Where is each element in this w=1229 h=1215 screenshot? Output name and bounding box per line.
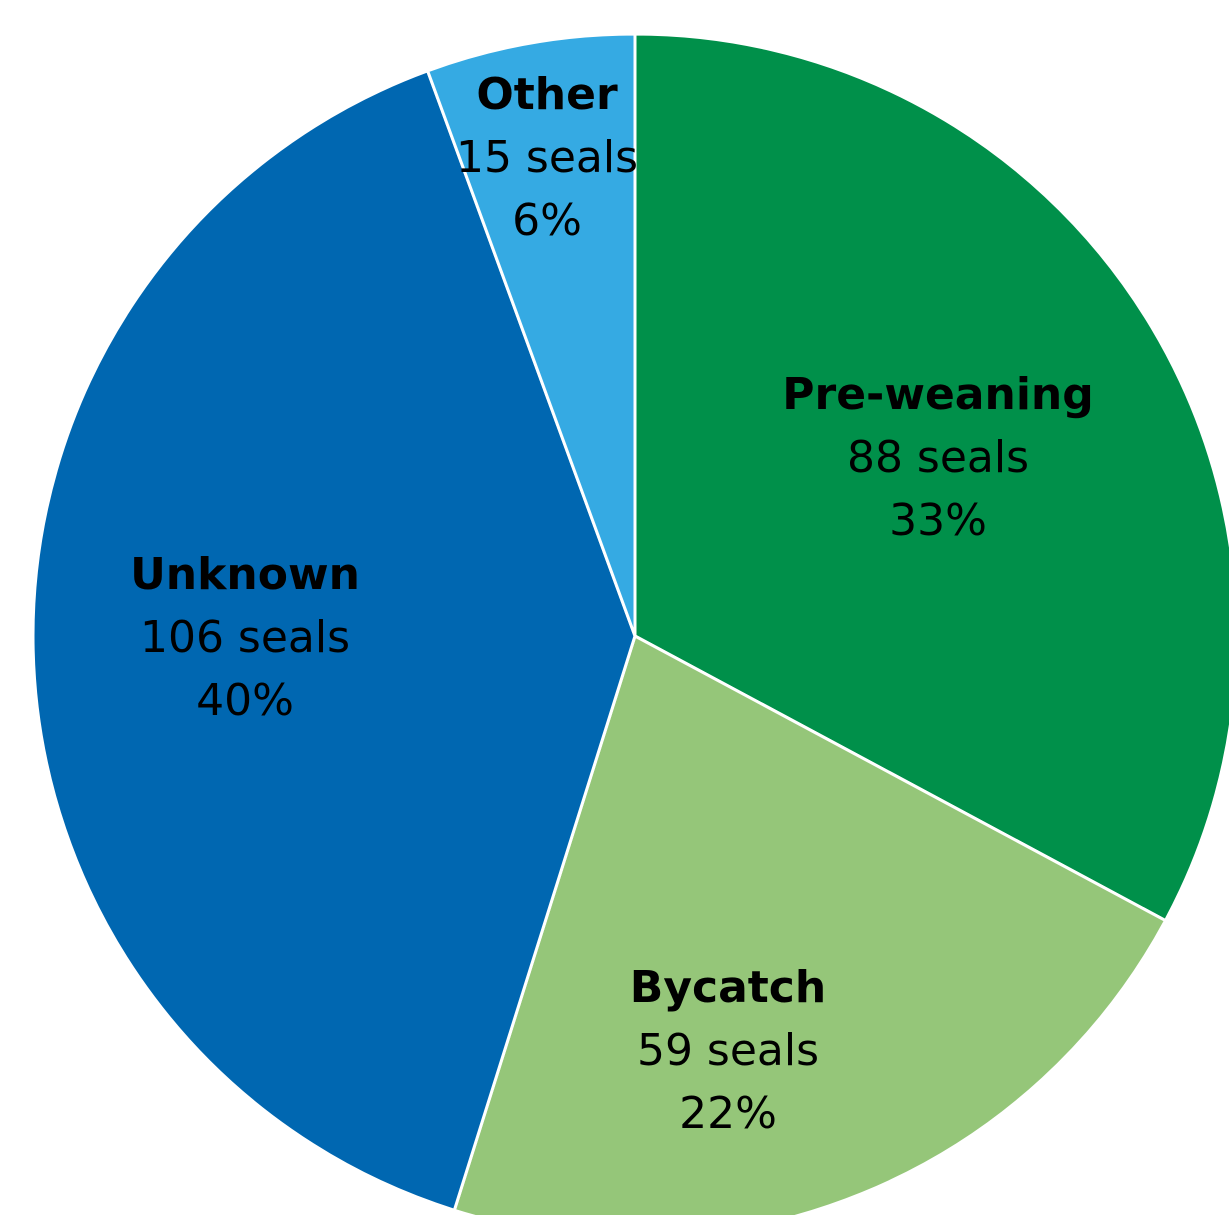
pie-slice xyxy=(425,32,637,637)
slice-name: Pre-weaning xyxy=(782,369,1093,420)
slice-percent-label: 22% xyxy=(679,1088,777,1139)
slice-value-label: 88 seals xyxy=(847,432,1029,483)
slice-value-label: 106 seals xyxy=(140,612,350,663)
slice-percent-label: 33% xyxy=(889,495,987,546)
pie-slice xyxy=(633,32,1229,923)
slice-value-label: 59 seals xyxy=(637,1025,819,1076)
slice-name: Other xyxy=(476,69,618,120)
pie-slice xyxy=(452,633,1168,1215)
slice-name: Bycatch xyxy=(630,962,826,1013)
pie-slice xyxy=(31,68,637,1213)
slice-name: Unknown xyxy=(130,549,360,600)
slice-value-label: 15 seals xyxy=(456,132,638,183)
slice-percent-label: 40% xyxy=(196,675,294,726)
slice-percent-label: 6% xyxy=(512,195,582,246)
